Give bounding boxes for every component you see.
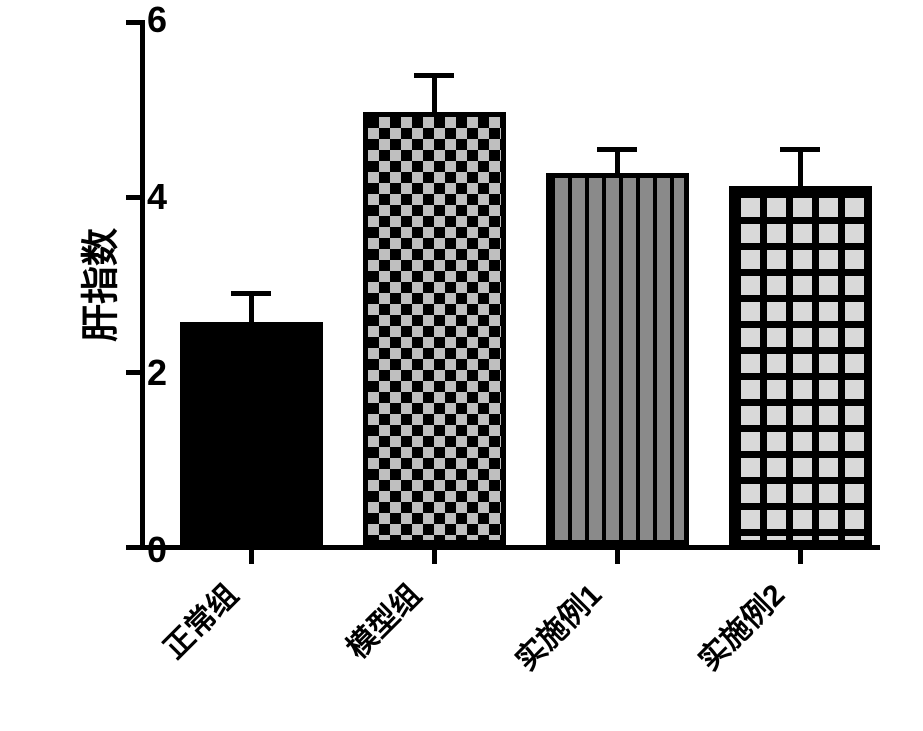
x-tick	[615, 550, 620, 564]
bar-normal	[180, 322, 323, 545]
y-tick	[126, 545, 140, 550]
error-cap	[597, 147, 637, 152]
plot-area	[140, 20, 880, 550]
y-tick	[126, 195, 140, 200]
x-tick-label: 模型组	[334, 572, 429, 667]
bar-example2	[729, 186, 872, 545]
error-cap	[780, 147, 820, 152]
error-bar	[798, 147, 803, 186]
y-axis	[140, 20, 145, 550]
x-tick-label: 实施例1	[503, 572, 610, 679]
x-tick	[432, 550, 437, 564]
x-tick	[798, 550, 803, 564]
bar-model	[363, 112, 506, 545]
y-tick	[126, 20, 140, 25]
x-tick-label: 实施例2	[686, 572, 793, 679]
y-tick	[126, 370, 140, 375]
error-bar	[432, 73, 437, 112]
x-tick	[249, 550, 254, 564]
bar-example1	[546, 173, 689, 545]
x-tick-label: 正常组	[151, 572, 246, 667]
error-cap	[231, 291, 271, 296]
bar-chart: 肝指数 0 2 4 6	[0, 0, 923, 731]
y-axis-title: 肝指数	[70, 228, 125, 342]
error-cap	[414, 73, 454, 78]
